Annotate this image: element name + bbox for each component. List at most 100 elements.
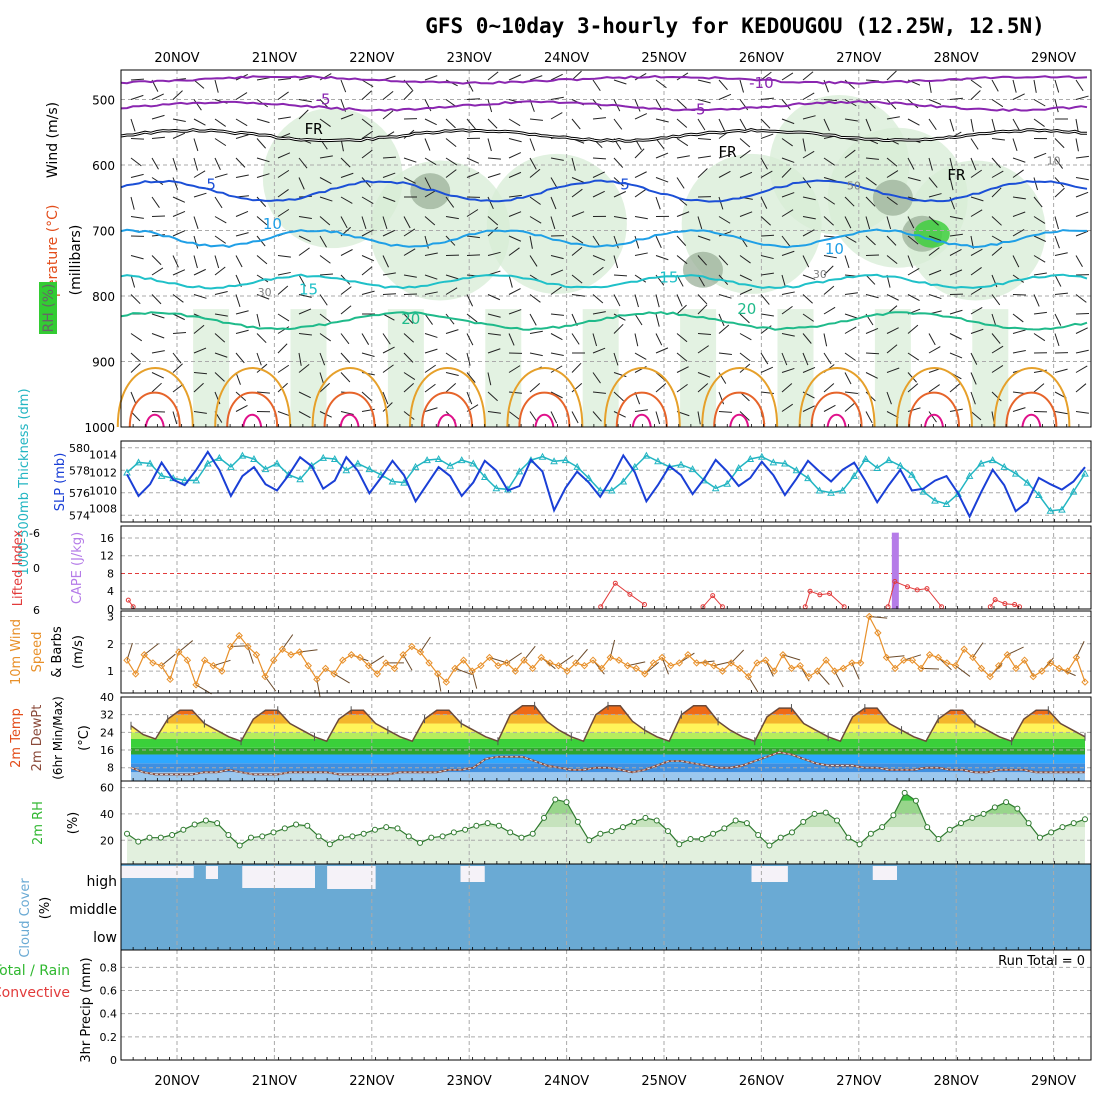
thickness-marker <box>192 476 201 484</box>
wind-barb <box>823 216 834 226</box>
thickness-marker <box>619 477 628 485</box>
wind-barb <box>340 79 347 93</box>
wind-barb <box>823 285 835 295</box>
lifted-index-tick: 0 <box>33 562 40 575</box>
wind-barb <box>403 228 416 237</box>
rh-marker <box>946 826 953 833</box>
rh-marker <box>247 834 254 841</box>
wind-barb <box>802 71 814 81</box>
wind-barb <box>592 157 607 160</box>
thickness-marker <box>942 499 951 507</box>
wind10-marker <box>433 670 442 678</box>
rh-marker <box>1036 834 1043 841</box>
wind-barb <box>907 235 919 245</box>
cloud-level-label: high <box>86 874 117 890</box>
wind10-marker <box>347 651 356 659</box>
wind-barb <box>508 333 515 346</box>
rh-marker <box>360 830 367 837</box>
wind10-marker <box>572 659 580 667</box>
thickness-marker <box>1081 469 1089 477</box>
rh-legend-swatch <box>39 282 57 334</box>
wind-barb <box>193 118 206 126</box>
rh-marker <box>1070 820 1077 827</box>
wind10-barb <box>1007 646 1024 656</box>
lifted-index-marker <box>827 590 833 596</box>
wind-barb <box>697 168 708 178</box>
contour-label: 10 <box>825 240 844 258</box>
wind-barb <box>487 157 501 160</box>
wind-barb <box>676 99 687 109</box>
wind-barb <box>172 255 179 268</box>
wind-barb <box>1075 349 1089 354</box>
precip-panel <box>121 950 1091 1060</box>
wind-barb <box>718 231 732 237</box>
wind-barb <box>340 286 352 295</box>
wind-barb <box>445 382 457 393</box>
wind-barb <box>865 235 876 246</box>
rh-marker <box>856 841 863 848</box>
rh-shade <box>262 108 403 249</box>
wind10-marker <box>744 672 753 681</box>
wind-barb <box>676 255 688 265</box>
wind-barb <box>865 411 873 424</box>
wind-barb <box>130 118 136 132</box>
rh-marker <box>710 830 717 837</box>
wind-barb <box>466 98 481 100</box>
wind-barb <box>634 274 647 283</box>
thickness-marker <box>1034 490 1043 498</box>
wind10-marker <box>304 661 312 670</box>
wind10-frame <box>120 610 1092 694</box>
wind-barb <box>634 294 639 308</box>
wind10-marker <box>131 670 140 678</box>
wind-barb <box>634 171 647 178</box>
temp-tick: 40 <box>100 691 114 704</box>
wind-barb <box>907 216 915 229</box>
date-label-top: 20NOV <box>154 51 199 66</box>
wind-barb <box>151 196 160 208</box>
wind-barb <box>424 216 436 226</box>
wind-barb <box>529 294 541 303</box>
wind-barb <box>781 209 794 217</box>
thickness-marker <box>157 471 166 479</box>
date-label-top: 25NOV <box>641 51 686 66</box>
legend-convective: Convective <box>0 985 70 1001</box>
wind-barb <box>592 347 606 354</box>
wind-barb <box>235 329 249 334</box>
wind-barb <box>1012 350 1026 354</box>
rh-marker <box>202 817 209 824</box>
wind-barb <box>802 177 812 189</box>
isotherm-25 <box>603 367 681 428</box>
wind-barb <box>529 255 538 267</box>
wind-barb <box>424 407 438 412</box>
date-label-bottom: 22NOV <box>349 1074 394 1089</box>
rh-marker <box>743 820 750 827</box>
cloud-clear <box>460 866 485 882</box>
thickness-marker <box>538 452 547 460</box>
wind-barb <box>718 93 732 100</box>
rh-marker <box>608 828 615 835</box>
ylabel-wind10-2: Speed <box>30 632 45 673</box>
wind-barb <box>235 310 249 315</box>
thickness-marker <box>365 465 374 473</box>
wind-barb <box>151 93 164 100</box>
wind-barb <box>718 294 732 299</box>
wind-barb <box>298 274 306 287</box>
wind-barb <box>760 255 774 260</box>
wind-barb <box>193 411 207 414</box>
wind-barb <box>928 247 940 256</box>
wind10-marker <box>123 656 131 664</box>
wind-barb <box>550 391 563 399</box>
wind10-marker <box>1081 678 1089 686</box>
wind-barb <box>655 235 662 249</box>
wind-barb <box>508 365 521 373</box>
wind10-marker <box>632 664 640 673</box>
wind10-tick: 3 <box>107 610 114 623</box>
wind-barb <box>844 118 858 122</box>
rh-marker <box>326 841 333 848</box>
wind-barb <box>319 118 331 127</box>
wind-barb <box>886 196 898 206</box>
date-label-top: 23NOV <box>447 51 492 66</box>
rh-marker <box>270 829 277 836</box>
wind10-marker <box>442 678 451 686</box>
thickness-marker <box>527 456 535 464</box>
